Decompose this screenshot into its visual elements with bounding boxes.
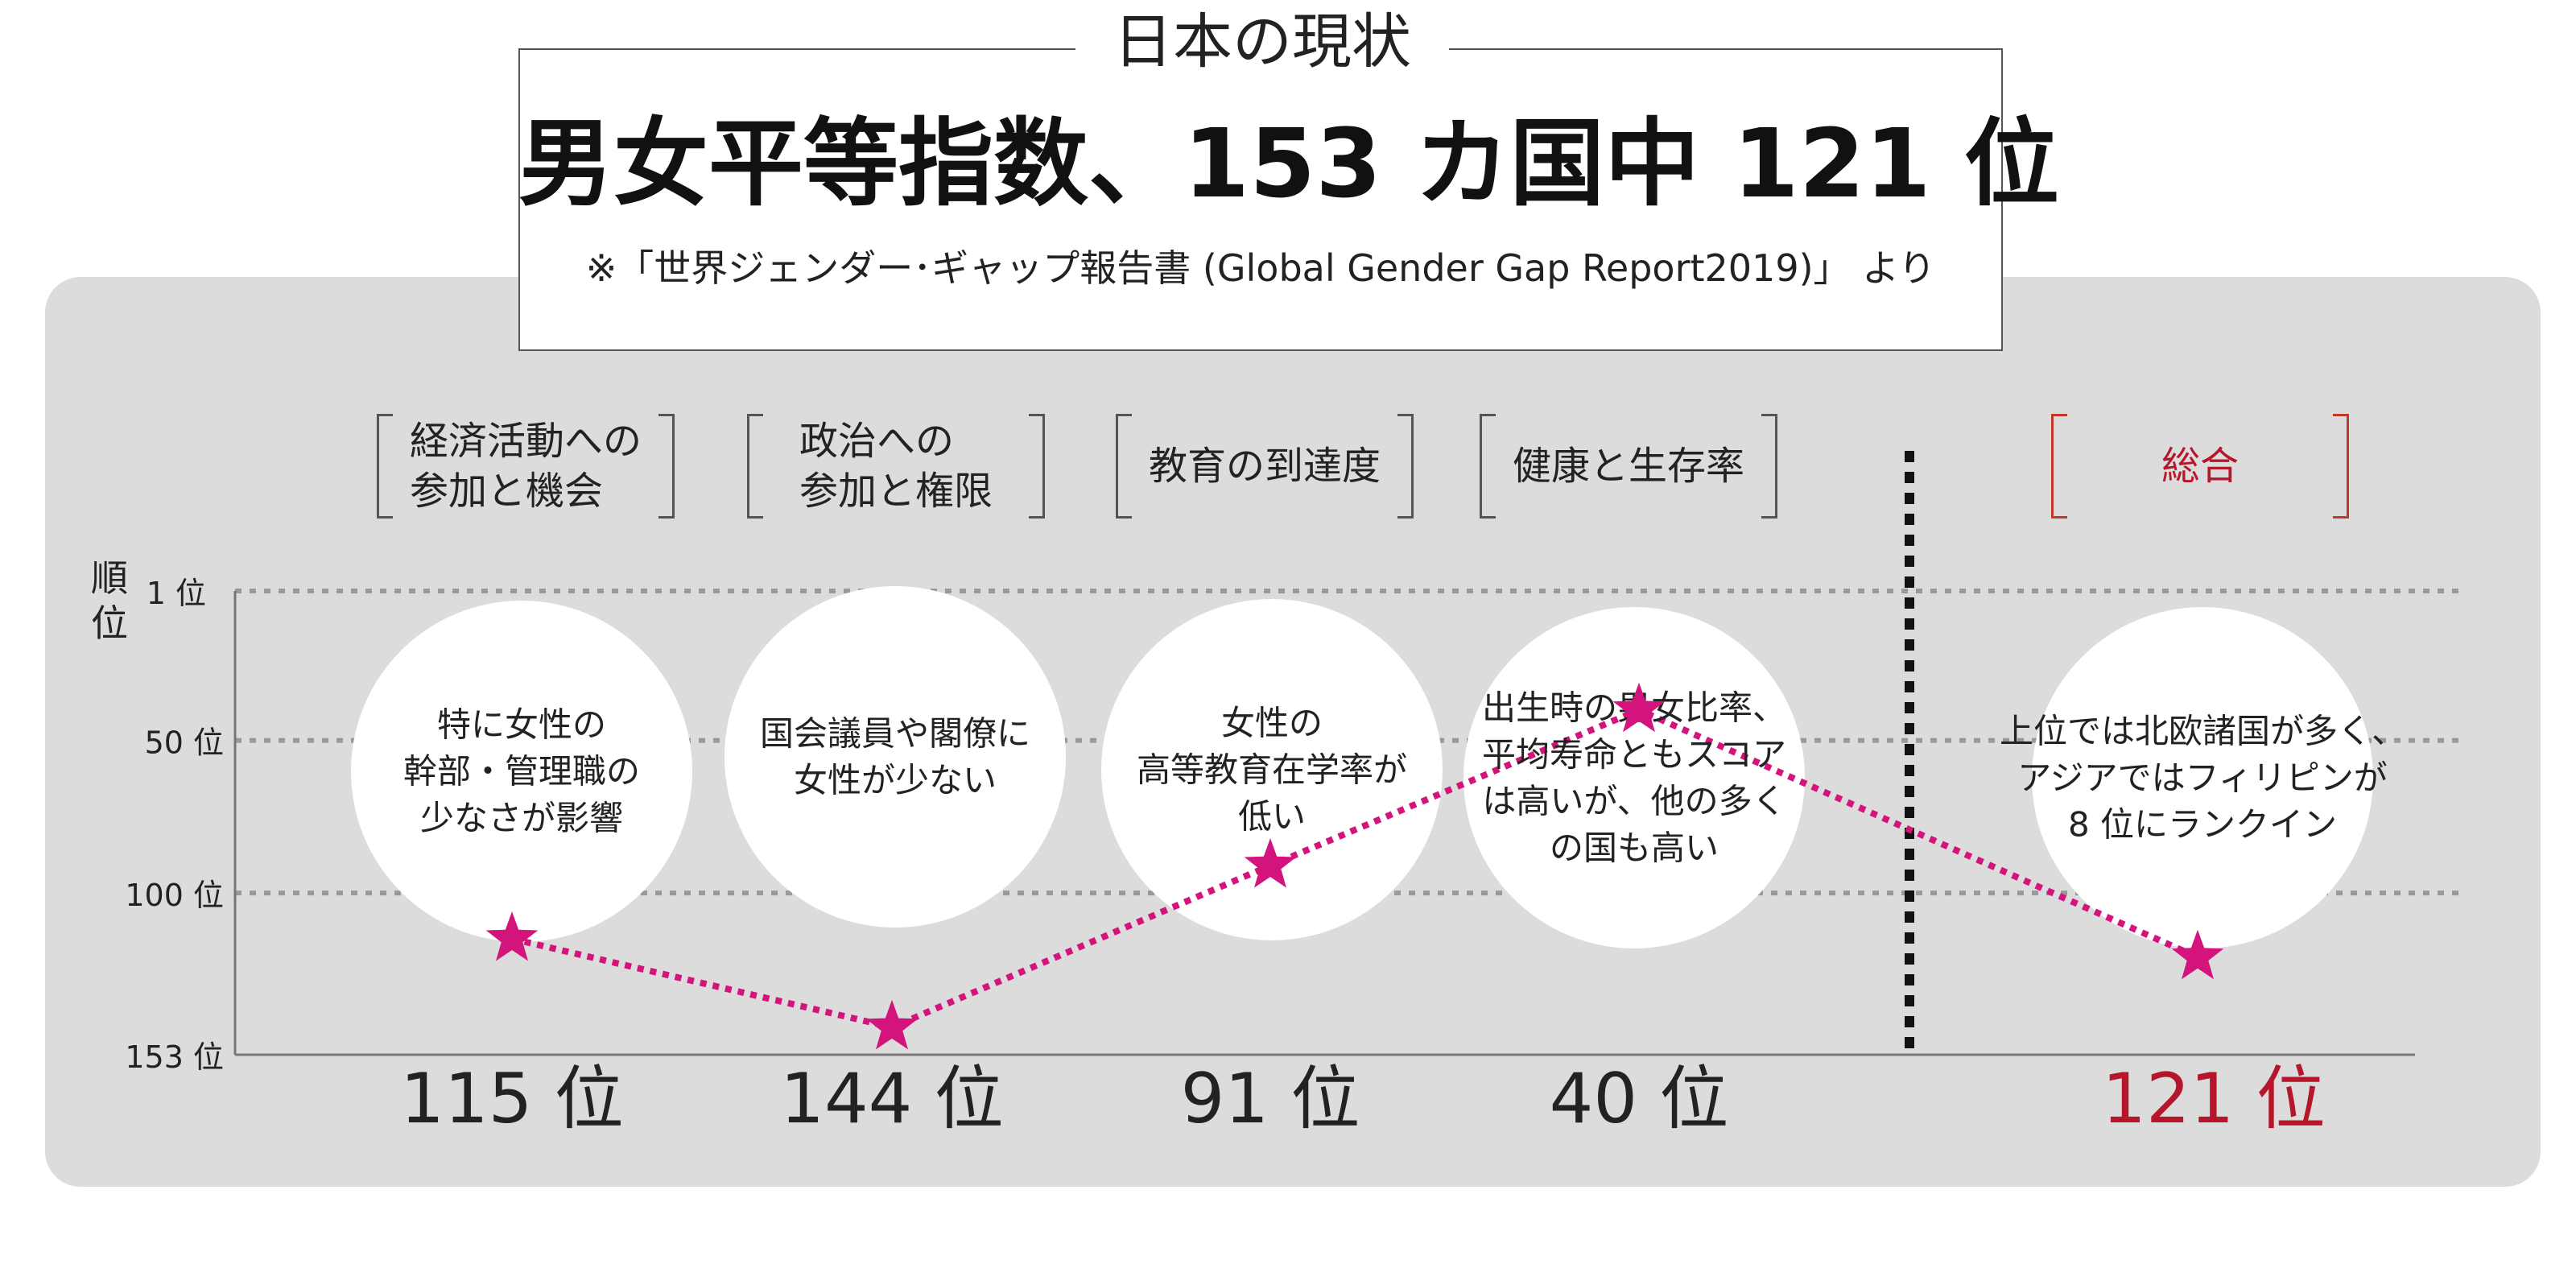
note-circle <box>351 601 692 942</box>
y-axis-title: 順 <box>91 556 128 600</box>
rank-label: 91 位 <box>1181 1059 1360 1139</box>
note-line: 平均寿命ともスコア <box>1482 735 1786 775</box>
note-line: 8 位にランクイン <box>2068 805 2337 845</box>
category-label-politics: 政治への 参加と権限 <box>747 414 1045 519</box>
note-line: 少なさが影響 <box>420 799 623 838</box>
title-box <box>518 48 2003 351</box>
note-line: 特に女性の <box>437 705 606 745</box>
note-line: 低い <box>1238 797 1306 837</box>
note-circle <box>1463 607 1805 948</box>
note-line: 女性が少ない <box>794 761 997 800</box>
note-text-overall: 上位では北欧諸国が多く、アジアではフィリピンが 8 位にランクイン <box>2000 712 2405 845</box>
page-label: 日本の現状 <box>1075 2 1449 82</box>
y-axis-title: 位 <box>91 601 128 645</box>
source-note: ※「世界ジェンダー･ギャップ報告書 (Global Gender Gap Rep… <box>585 246 1936 290</box>
note-line: 幹部・管理職の <box>403 752 640 791</box>
category-label-text: 総合 <box>2161 444 2239 489</box>
category-label-text: 教育の到達度 <box>1148 444 1381 489</box>
category-label-economy: 経済活動への 参加と機会 <box>377 414 675 519</box>
category-label-text: 経済活動への 参加と機会 <box>409 419 642 514</box>
rank-label-overall: 121 位 <box>2102 1059 2325 1139</box>
rank-star <box>1244 838 1297 888</box>
note-line: の国も高い <box>1550 828 1719 868</box>
y-tick-label: 1 位 <box>147 576 206 611</box>
note-line: 国会議員や閣僚に <box>760 714 1030 754</box>
y-tick-label: 153 位 <box>125 1039 224 1075</box>
note-line: 女性の <box>1221 704 1323 743</box>
category-label-education: 教育の到達度 <box>1116 414 1414 519</box>
category-label-text: 健康と生存率 <box>1512 444 1744 489</box>
note-line: アジアではフィリピンが <box>2017 758 2387 798</box>
rank-label: 144 位 <box>780 1059 1003 1139</box>
note-line: 上位では北欧諸国が多く、 <box>2000 712 2405 751</box>
rank-label: 115 位 <box>400 1059 623 1139</box>
note-circle <box>1101 599 1443 940</box>
note-line: 高等教育在学率が <box>1137 750 1407 790</box>
rank-star <box>865 999 919 1050</box>
y-tick-label: 50 位 <box>145 725 224 761</box>
rank-label: 40 位 <box>1550 1059 1729 1139</box>
rank-star <box>1612 682 1666 733</box>
category-label-text: 政治への 参加と権限 <box>799 419 993 514</box>
headline: 男女平等指数、153 カ国中 121 位 <box>518 108 2059 219</box>
note-circle-overall <box>2032 607 2373 948</box>
rank-star <box>485 911 539 961</box>
note-circle <box>724 586 1066 928</box>
category-label-overall: 総合 <box>2051 414 2349 519</box>
category-label-health: 健康と生存率 <box>1480 414 1777 519</box>
rank-star <box>2171 929 2224 980</box>
y-tick-label: 100 位 <box>125 878 224 913</box>
note-line: は高いが、他の多く <box>1482 782 1785 821</box>
